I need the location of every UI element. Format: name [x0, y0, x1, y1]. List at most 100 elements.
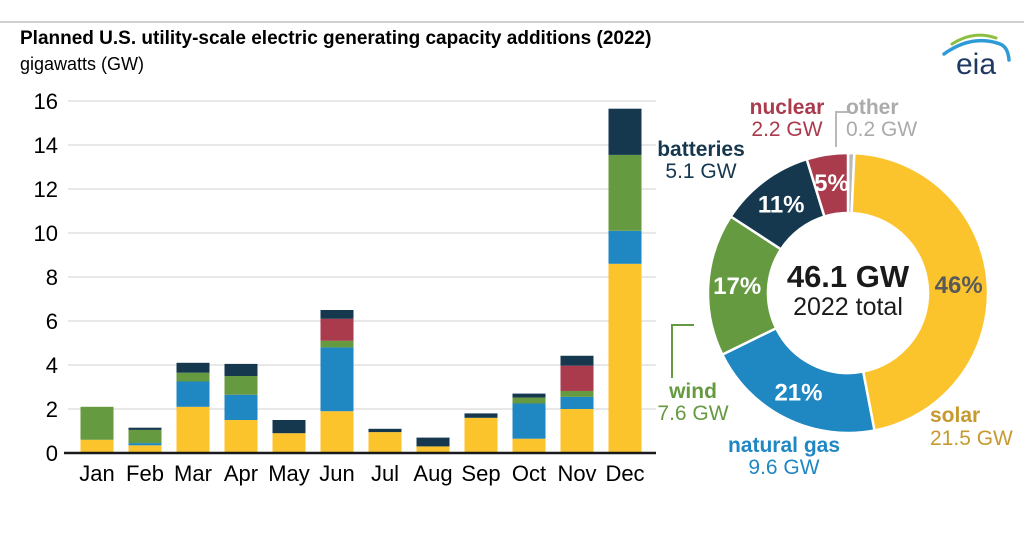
bar-segment-wind-Oct [512, 397, 546, 404]
bar-segment-natural-gas-Nov [560, 396, 594, 409]
bar-segment-batteries-May [272, 420, 306, 434]
month-label: Nov [557, 461, 596, 486]
donut-center-text: 46.1 GW 2022 total [738, 259, 958, 322]
donut-label-natural-gas: natural gas 9.6 GW [704, 435, 864, 479]
y-tick-label: 16 [34, 89, 58, 114]
donut-label-solar: solar 21.5 GW [930, 404, 1024, 450]
bar-segment-solar-Apr [224, 420, 258, 453]
donut-label-wind-name: wind [669, 380, 717, 403]
bar-segment-batteries-Oct [512, 393, 546, 398]
month-label: Jan [79, 461, 114, 486]
bar-segment-natural-gas-Oct [512, 403, 546, 439]
month-label: Aug [413, 461, 452, 486]
bar-segment-nuclear-Nov [560, 365, 594, 391]
donut-label-wind-value: 7.6 GW [657, 402, 729, 425]
bar-segment-natural-gas-Dec [608, 230, 642, 264]
y-tick-label: 14 [34, 133, 58, 158]
bar-segment-natural-gas-Feb [128, 443, 162, 446]
donut-pct-label-natural-gas: 21% [774, 379, 822, 406]
other-callout-line [835, 111, 849, 147]
bar-segment-solar-May [272, 433, 306, 453]
bar-segment-natural-gas-Jun [320, 347, 354, 412]
bar-segment-batteries-Jun [320, 310, 354, 319]
bar-segment-batteries-Jul [368, 428, 402, 433]
donut-label-batteries-value: 5.1 GW [665, 160, 737, 183]
bar-segment-wind-Mar [176, 372, 210, 382]
month-label: Apr [224, 461, 258, 486]
bar-segment-batteries-Aug [416, 437, 450, 447]
y-tick-label: 10 [34, 221, 58, 246]
donut-label-other-value: 0.2 GW [846, 118, 918, 141]
bar-segment-natural-gas-Mar [176, 381, 210, 407]
month-label: Oct [512, 461, 546, 486]
donut-label-batteries-name: batteries [657, 138, 745, 161]
page-subtitle: gigawatts (GW) [20, 54, 145, 74]
donut-pct-label-batteries: 11% [758, 191, 805, 218]
bar-segment-solar-Mar [176, 406, 210, 453]
donut-segment-nuclear [805, 151, 850, 218]
bar-segment-solar-Dec [608, 263, 642, 453]
donut-label-nuclear-value: 2.2 GW [751, 118, 823, 141]
bar-segment-batteries-Apr [224, 363, 258, 376]
donut-label-batteries: batteries 5.1 GW [641, 139, 761, 183]
month-label: Jul [371, 461, 399, 486]
bar-segment-solar-Oct [512, 438, 546, 453]
bar-segment-solar-Sep [464, 417, 498, 453]
donut-pct-label-solar: 46% [935, 272, 983, 299]
bar-segment-solar-Nov [560, 409, 594, 453]
bar-segment-nuclear-Jun [320, 318, 354, 341]
bar-segment-solar-Jan [80, 439, 114, 453]
donut-label-other-name: other [846, 96, 899, 119]
bar-segment-solar-Jul [368, 432, 402, 453]
bar-segment-wind-Nov [560, 390, 594, 397]
y-tick-label: 12 [34, 177, 58, 202]
y-tick-label: 6 [46, 309, 58, 334]
month-label: Mar [174, 461, 212, 486]
y-tick-label: 4 [46, 353, 58, 378]
donut-pct-label-nuclear: 5% [814, 170, 849, 197]
month-label: Jun [319, 461, 354, 486]
bar-segment-natural-gas-Apr [224, 394, 258, 420]
donut-label-solar-name: solar [930, 404, 981, 427]
bar-segment-batteries-Feb [128, 427, 162, 430]
donut-total-value: 46.1 GW [786, 259, 910, 294]
y-tick-label: 0 [46, 441, 58, 466]
bar-segment-wind-Apr [224, 376, 258, 395]
bar-segment-solar-Jun [320, 411, 354, 453]
donut-label-wind: wind 7.6 GW [633, 381, 753, 425]
donut-label-natural-gas-name: natural gas [727, 434, 841, 457]
y-tick-label: 8 [46, 265, 58, 290]
y-tick-label: 2 [46, 397, 58, 422]
bar-segment-batteries-Mar [176, 362, 210, 373]
month-label: Sep [461, 461, 500, 486]
bar-segment-wind-Jan [80, 406, 114, 440]
donut-label-natural-gas-value: 9.6 GW [748, 456, 820, 479]
top-divider-line [0, 21, 1024, 23]
bar-segment-batteries-Sep [464, 413, 498, 418]
eia-logo-blue-arc [942, 38, 1011, 62]
donut-label-nuclear-name: nuclear [749, 96, 825, 119]
donut-total-caption: 2022 total [793, 293, 903, 321]
donut-pct-label-wind: 17% [713, 273, 761, 300]
bar-segment-wind-Jun [320, 340, 354, 348]
donut-label-nuclear: nuclear 2.2 GW [727, 97, 847, 141]
eia-logo-text: eia [956, 48, 996, 81]
bar-segment-wind-Feb [128, 429, 162, 444]
donut-label-solar-value: 21.5 GW [930, 427, 1013, 450]
month-label: Dec [605, 461, 644, 486]
page-title: Planned U.S. utility-scale electric gene… [20, 28, 652, 49]
wind-callout-line [671, 324, 694, 378]
donut-label-other: other 0.2 GW [846, 97, 976, 141]
eia-logo-green-arc [950, 33, 998, 46]
month-label: Feb [126, 461, 164, 486]
bar-segment-solar-Feb [128, 445, 162, 453]
bar-segment-solar-Aug [416, 446, 450, 453]
month-label: May [268, 461, 310, 486]
bar-segment-wind-Dec [608, 154, 642, 231]
eia-logo: eia [942, 33, 1011, 81]
bar-segment-batteries-Nov [560, 355, 594, 366]
donut-segment-solar [850, 151, 990, 432]
bar-segment-batteries-Dec [608, 108, 642, 155]
